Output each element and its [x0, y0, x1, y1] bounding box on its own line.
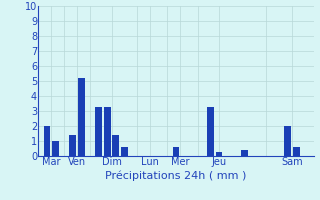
Bar	[284, 126, 291, 156]
X-axis label: Précipitations 24h ( mm ): Précipitations 24h ( mm )	[105, 170, 247, 181]
Bar	[95, 106, 102, 156]
Bar	[207, 106, 214, 156]
Bar	[69, 135, 76, 156]
Bar	[172, 147, 180, 156]
Bar	[293, 147, 300, 156]
Bar	[112, 135, 119, 156]
Bar	[44, 126, 51, 156]
Bar	[78, 78, 85, 156]
Bar	[121, 147, 128, 156]
Bar	[104, 106, 111, 156]
Bar	[52, 141, 59, 156]
Bar	[241, 150, 248, 156]
Bar	[216, 152, 222, 156]
